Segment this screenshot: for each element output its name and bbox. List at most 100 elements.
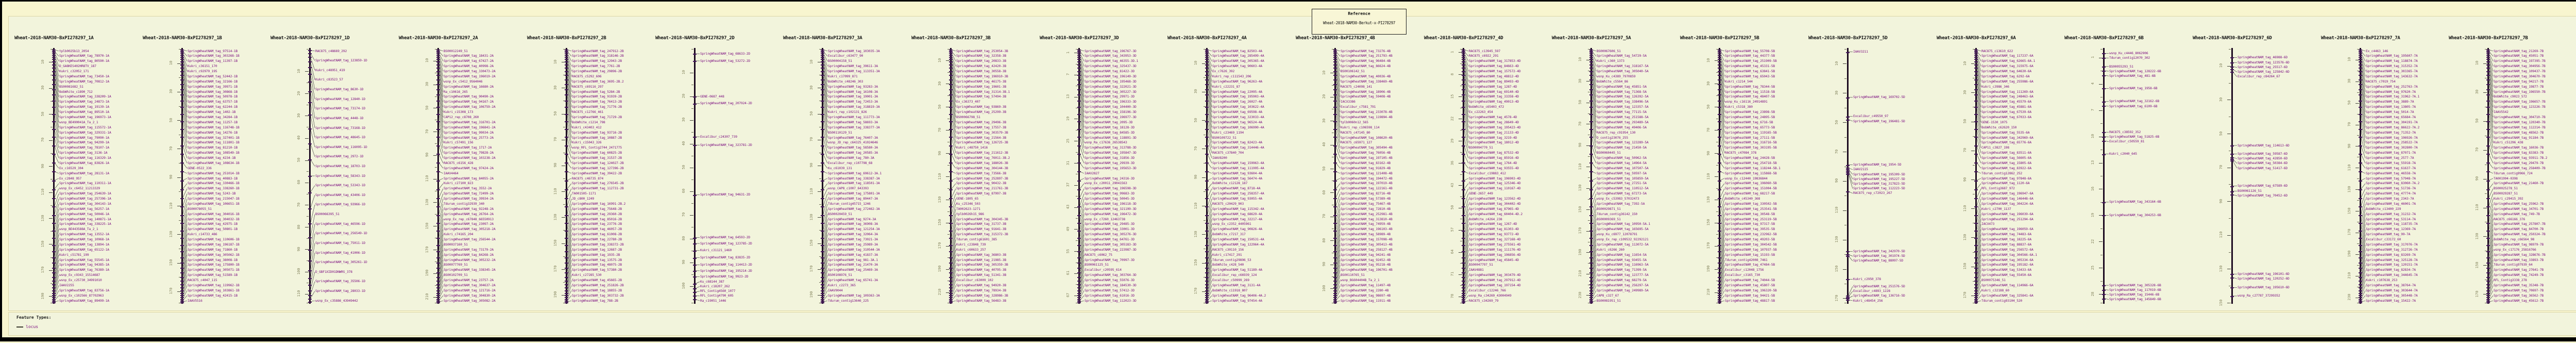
marker-label[interactable]: SpringWheatNAM_tag_47484-5B bbox=[1725, 263, 1775, 267]
marker-label[interactable]: SpringWheatNAM_tag_67539-6A bbox=[1981, 110, 2031, 115]
marker-label[interactable]: SpringWheatNAM_tag_50046-1A bbox=[59, 212, 109, 216]
marker-label[interactable]: SpringWheatNAM_tag_305334-6A bbox=[1981, 258, 2033, 262]
marker-label[interactable]: SpringWheatNAM_tag_788-2B bbox=[572, 299, 618, 303]
marker-label[interactable]: SpringWheatNAM_tag_55076-3D bbox=[1084, 279, 1134, 283]
marker-label[interactable]: Kukri_c15308_173 bbox=[444, 110, 473, 115]
marker-label[interactable]: SpringWheatNAM_tag_121254-3A bbox=[828, 227, 880, 232]
marker-label[interactable]: SpringWheatNAM_tag_2095-3D bbox=[1084, 120, 1133, 124]
marker-label[interactable]: wsnp_Ra_c27787_37299352 bbox=[2238, 294, 2280, 298]
marker-label[interactable]: SpringWheatNAM_tag_82503-4A bbox=[1212, 49, 1262, 53]
marker-label[interactable]: SpringWheatNAM_tag_69140-4D bbox=[1469, 90, 1519, 94]
marker-label[interactable]: SpringWheatNAM_tag_31737-3B bbox=[956, 222, 1006, 226]
marker-label[interactable]: SpringWheatNAM_tag_48812-4D bbox=[1469, 74, 1519, 78]
marker-label[interactable]: BS00066798_51 bbox=[956, 116, 980, 119]
marker-label[interactable]: SpringWheatNAM_tag_88837-6A bbox=[1981, 242, 2031, 247]
marker-label[interactable]: Kukri_c17417_291 bbox=[1212, 253, 1242, 257]
marker-label[interactable]: SpringWheatNAM_tag_97317-5B bbox=[1725, 222, 1775, 226]
marker-label[interactable]: SpringWheatNAM_tag_84268-2A bbox=[444, 253, 494, 257]
marker-label[interactable]: SpringWheatNAM_tag_40795-3B bbox=[956, 268, 1006, 272]
marker-label[interactable]: SpringWheatNAM_tag_304191-7A bbox=[2366, 120, 2418, 124]
marker-label[interactable]: SpringWheatNAM_tag_73168-1D bbox=[315, 126, 365, 130]
marker-label[interactable]: RAC875_rep_c91954_130 bbox=[1597, 130, 1636, 135]
marker-label[interactable]: SpringWheatNAM_tag_51736-7A bbox=[2366, 187, 2416, 191]
chromosome-bar[interactable] bbox=[1719, 48, 1720, 304]
marker-label[interactable]: Excalibur_c63009_102 bbox=[956, 279, 993, 283]
marker-label[interactable]: Kukri_c32052_171 bbox=[59, 70, 89, 74]
marker-label[interactable]: SpringWheatNAM_tag_55918-7A bbox=[2366, 161, 2416, 165]
marker-label[interactable]: SpringWheatNAM_tag_196598-3D bbox=[1084, 187, 1137, 191]
marker-label[interactable]: SpringWheatNAM_tag_97848-6A bbox=[1981, 176, 2031, 181]
marker-label[interactable]: SpringWheatNAM_tag_338372-2B bbox=[572, 242, 624, 247]
marker-label[interactable]: SpringWheatNAM_tag_115342-4A bbox=[1212, 207, 1264, 211]
marker-label[interactable]: SpringWheatNAM_tag_93716-2B bbox=[572, 130, 622, 135]
marker-label[interactable]: SpringWheatNAM_tag_196977-3D bbox=[1084, 116, 1137, 119]
marker-label[interactable]: Kukri_c29415_392 bbox=[2494, 197, 2523, 201]
marker-label[interactable]: SpringWheatNAM_tag_257807-7B bbox=[2494, 222, 2546, 226]
marker-label[interactable]: SpringWheatNAM_tag_46558-7A bbox=[2366, 171, 2416, 175]
marker-label[interactable]: Excalibur_rep_c84264_67 bbox=[2238, 75, 2280, 79]
marker-label[interactable]: SpringWheatNAM_tag_111995-4A bbox=[1212, 166, 1264, 170]
marker-label[interactable]: BS00081682_51 bbox=[59, 85, 83, 89]
marker-label[interactable]: Kukri_c23848_739 bbox=[956, 242, 986, 247]
marker-label[interactable]: SpringWheatNAM_tag_103035-3A bbox=[828, 49, 880, 53]
marker-label[interactable]: SpringWheatNAM_tag_94167-2A bbox=[444, 100, 494, 104]
marker-label[interactable]: IACX3386 bbox=[1341, 100, 1355, 104]
marker-label[interactable]: SpringWheatNAM_tag_252981-4B bbox=[1341, 212, 1393, 216]
marker-label[interactable]: D_GBF1XID01DNWRS_378 bbox=[315, 270, 352, 274]
marker-label[interactable]: SpringWheatNAM_tag_91641-3B bbox=[956, 227, 1006, 232]
marker-label[interactable]: BS00081951_51 bbox=[1597, 299, 1621, 303]
marker-label[interactable]: SpringWheatNAM_tag_53114-7A bbox=[2366, 217, 2416, 221]
marker-label[interactable]: Kukri_c107638_253 bbox=[2366, 279, 2398, 283]
marker-label[interactable]: SpringWheatNAM_tag_338496-5A bbox=[1597, 100, 1649, 104]
marker-label[interactable]: SpringWheatNAM_tag_18855-2B bbox=[572, 288, 622, 292]
marker-label[interactable]: SpringWheatNAM_tag_46988-6D bbox=[2238, 56, 2287, 59]
marker-label[interactable]: SpringWheatNAM_tag_87071-7A bbox=[2366, 151, 2416, 155]
marker-label[interactable]: SpringWheatNAM_tag_49203-5B bbox=[1725, 238, 1775, 242]
marker-label[interactable]: Excalibur_c24307_739 bbox=[700, 135, 737, 139]
marker-label[interactable]: SpringWheatNAM_tag_41837-3A bbox=[828, 253, 878, 257]
marker-label[interactable]: CAP11_c3827_198 bbox=[1981, 146, 2009, 150]
marker-label[interactable]: SpringWheatNAM_tag_21269-7B bbox=[2494, 49, 2544, 53]
marker-label[interactable]: SpringWheatNAM_tag_26027-4A bbox=[1212, 100, 1262, 104]
marker-label[interactable]: Ku_c61039_131 bbox=[828, 166, 852, 170]
marker-label[interactable]: RAC875_c46735_874 bbox=[572, 176, 604, 181]
marker-label[interactable]: Kukri_rep_c102131_826 bbox=[828, 110, 867, 115]
marker-label[interactable]: SpringWheatNAM_tag_110311-1A bbox=[59, 182, 111, 186]
marker-label[interactable]: SpringWheatNAM_tag_25962-7B bbox=[2494, 202, 2544, 206]
marker-label[interactable]: SpringWheatNAM_tag_305494-4B bbox=[1341, 146, 1393, 150]
marker-label[interactable]: SpringWheatNAM_tag_19877-7B bbox=[2494, 85, 2544, 89]
marker-label[interactable]: tplb0025b13_2054 bbox=[59, 49, 89, 53]
marker-label[interactable]: RAC875_c48669_292 bbox=[315, 49, 347, 53]
marker-label[interactable]: Kukri_c14733_486 bbox=[188, 233, 217, 237]
marker-label[interactable]: SpringWheatNAM_tag_67273-5A bbox=[1597, 192, 1647, 196]
marker-label[interactable]: SpringWheatNAM_tag_251793-4B bbox=[1341, 54, 1393, 58]
marker-label[interactable]: Kukri_c48951_419 bbox=[315, 68, 345, 72]
marker-label[interactable]: SpringWheatNAM_tag_40998-2A bbox=[444, 64, 494, 69]
marker-label[interactable]: SpringWheatNAM_tag_68629-4A bbox=[1212, 212, 1262, 216]
marker-label[interactable]: SpringWheatNAM_tag_272462-3A bbox=[828, 207, 880, 211]
marker-label[interactable]: SpringWheatNAM_tag_215047-1B bbox=[188, 197, 240, 201]
marker-label[interactable]: SpringWheatNAM_tag_11257-1B bbox=[188, 120, 238, 124]
marker-label[interactable]: Kukri_c51296_438 bbox=[2494, 141, 2523, 145]
marker-label[interactable]: SpringWheatNAM_tag_15805-6A bbox=[1981, 161, 2031, 165]
marker-label[interactable]: SpringWheatNAM_tag_91939-2B bbox=[572, 95, 622, 99]
marker-label[interactable]: SpringWheatNAM_tag_12369-7A bbox=[2366, 227, 2416, 232]
marker-label[interactable]: SpringWheatNAM_tag_97620-7A bbox=[2366, 90, 2416, 94]
marker-label[interactable]: SpringWheatNAM_tag_48562-7B bbox=[2494, 130, 2544, 135]
marker-label[interactable]: SpringWheatNAM_tag_20833-3B bbox=[956, 59, 1006, 63]
marker-label[interactable]: Kukri_c48454_256 bbox=[1853, 299, 1883, 303]
marker-label[interactable]: SpringWheatNAM_tag_45807-5B bbox=[1725, 283, 1775, 287]
marker-label[interactable]: SpringWheatNAM_tag_780-3A bbox=[828, 156, 874, 160]
marker-label[interactable]: SpringWheatNAM_tag_31232-7A bbox=[2366, 212, 2416, 216]
marker-label[interactable]: SpringWheatNAM_tag_32358-3B bbox=[956, 54, 1006, 58]
marker-label[interactable]: SpringWheatNAM_tag_1935-2B bbox=[572, 253, 620, 257]
marker-label[interactable]: SpringWheatNAM_tag_71776-2B bbox=[572, 105, 622, 109]
marker-label[interactable]: SpringWheatNAM_tag_48817-5B bbox=[1725, 299, 1775, 303]
marker-label[interactable]: SpringWheatNAM_tag_94631-2D bbox=[700, 193, 750, 197]
marker-label[interactable]: SpringWheatNAM_tag_56257-1A bbox=[59, 207, 109, 211]
marker-label[interactable]: SpringWheatNAM_tag_24428-5B bbox=[1725, 156, 1775, 160]
track-title[interactable]: Wheat-2018-NAM30-BxPI278297_7B bbox=[2449, 36, 2528, 41]
marker-label[interactable]: SpringWheatNAM_tag_74044-5B bbox=[1725, 279, 1775, 283]
marker-label[interactable]: IAAV2255 bbox=[59, 283, 74, 287]
marker-label[interactable]: SpringWheatNAM_tag_33893-7B bbox=[2494, 258, 2544, 262]
